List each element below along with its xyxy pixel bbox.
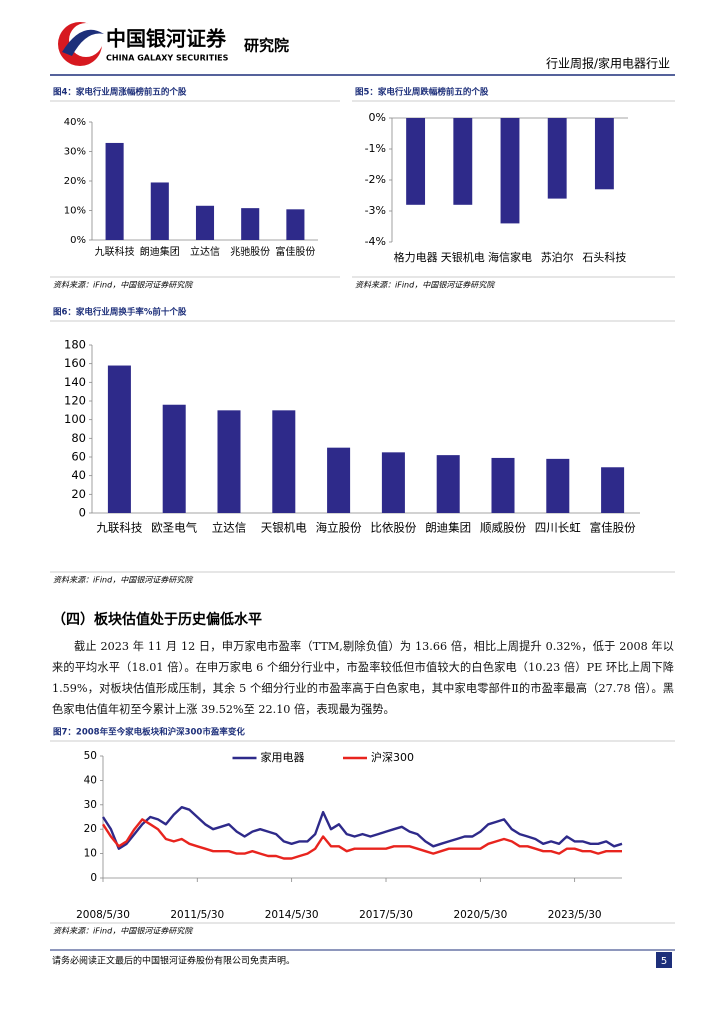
- y-tick-label: 140: [64, 375, 86, 389]
- y-tick-label: 0%: [369, 111, 386, 124]
- x-tick-label: 格力电器: [394, 250, 438, 264]
- y-tick-label: 0: [79, 506, 86, 520]
- y-tick-label: 10%: [64, 206, 86, 217]
- y-tick-label: 50: [84, 750, 97, 762]
- legend-label: 沪深300: [371, 750, 414, 764]
- x-tick-label: 富佳股份: [275, 245, 315, 258]
- y-tick-label: 120: [64, 394, 86, 408]
- figure-caption: 图5：家电行业周跌幅榜前五的个股: [355, 87, 489, 98]
- figure-caption: 图4：家电行业周涨幅榜前五的个股: [53, 87, 187, 98]
- bar: [195, 205, 215, 240]
- y-tick-label: 20: [71, 487, 86, 501]
- x-tick-label: 天银机电: [441, 250, 485, 264]
- bar: [601, 467, 625, 513]
- page-number: 5: [661, 956, 667, 967]
- bar: [500, 118, 520, 224]
- y-tick-label: 100: [64, 412, 86, 426]
- figure-caption: 图7：2008年至今家电板块和沪深300市盈率变化: [53, 727, 245, 738]
- report-type: 行业周报/家用电器行业: [546, 56, 670, 71]
- y-tick-label: 160: [64, 356, 86, 370]
- bar: [381, 452, 405, 513]
- disclaimer: 请务必阅读正文最后的中国银河证券股份有限公司免责声明。: [52, 955, 295, 967]
- bar: [286, 209, 305, 240]
- y-tick-label: 180: [64, 338, 86, 352]
- y-tick-label: -3%: [365, 204, 386, 217]
- x-tick-label: 苏泊尔: [541, 251, 574, 264]
- bar: [491, 457, 515, 513]
- y-tick-label: -4%: [365, 235, 386, 248]
- y-tick-label: 40: [71, 468, 86, 482]
- line-series: [101, 818, 622, 860]
- x-tick-label: 立达信: [212, 521, 247, 535]
- y-tick-label: -1%: [365, 142, 386, 155]
- x-tick-label: 九联科技: [96, 521, 142, 535]
- figure-source: 资料来源：iFind，中国银河证券研究院: [53, 281, 194, 290]
- institute: 研究院: [244, 37, 289, 55]
- figure-source: 资料来源：iFind，中国银河证券研究院: [53, 927, 194, 936]
- y-tick-label: 0: [90, 872, 97, 884]
- y-tick-label: 20: [84, 823, 97, 835]
- x-tick-label: 顺威股份: [480, 521, 526, 535]
- y-tick-label: 0%: [70, 235, 86, 246]
- figure-source: 资料来源：iFind，中国银河证券研究院: [53, 576, 194, 585]
- figure-caption: 图6：家电行业周换手率%前十个股: [53, 307, 187, 318]
- bar: [241, 208, 260, 240]
- x-tick-label: 石头科技: [582, 250, 626, 264]
- y-tick-label: 80: [71, 431, 86, 445]
- x-tick-label: 欧圣电气: [151, 521, 197, 535]
- y-tick-label: 10: [84, 848, 97, 860]
- bar: [547, 118, 567, 199]
- x-tick-label: 2011/5/30: [170, 909, 224, 921]
- x-tick-label: 2023/5/30: [548, 909, 602, 921]
- x-tick-label: 富佳股份: [590, 521, 636, 535]
- logo: [58, 22, 104, 66]
- bar: [327, 447, 351, 513]
- y-tick-label: 60: [71, 450, 86, 464]
- legend-label: 家用电器: [261, 750, 305, 764]
- figure-source: 资料来源：iFind，中国银河证券研究院: [355, 281, 496, 290]
- bar: [105, 142, 124, 240]
- x-tick-label: 比依股份: [370, 521, 416, 535]
- bar: [162, 404, 186, 513]
- x-tick-label: 兆驰股份: [230, 245, 270, 258]
- y-tick-label: 40: [84, 774, 97, 786]
- y-tick-label: -2%: [365, 173, 386, 186]
- bar: [107, 365, 131, 513]
- x-tick-label: 海立股份: [316, 521, 362, 535]
- page-box: [656, 952, 672, 968]
- paragraph: 截止 2023 年 11 月 12 日，申万家电市盈率（TTM,剔除负值）为 1…: [52, 640, 674, 716]
- bar: [453, 118, 473, 205]
- bar: [406, 118, 426, 205]
- y-tick-label: 40%: [64, 117, 86, 128]
- x-tick-label: 2020/5/30: [453, 909, 507, 921]
- x-tick-label: 九联科技: [95, 245, 135, 258]
- x-tick-label: 朗迪集团: [425, 521, 471, 535]
- bar: [217, 410, 241, 513]
- x-tick-label: 天银机电: [261, 521, 307, 535]
- x-tick-label: 四川长虹: [535, 521, 581, 535]
- x-tick-label: 朗迪集团: [140, 245, 180, 258]
- y-tick-label: 20%: [64, 176, 86, 187]
- bar: [150, 182, 169, 240]
- y-tick-label: 30%: [64, 147, 86, 158]
- section-heading: （四）板块估值处于历史偏低水平: [52, 611, 262, 628]
- x-tick-label: 2008/5/30: [76, 909, 130, 921]
- x-tick-label: 海信家电: [488, 250, 532, 264]
- x-tick-label: 2014/5/30: [265, 909, 319, 921]
- bar: [436, 455, 460, 513]
- logo-cn: 中国银河证券: [106, 27, 227, 51]
- logo-en: CHINA GALAXY SECURITIES: [106, 54, 229, 63]
- x-tick-label: 2017/5/30: [359, 909, 413, 921]
- bar: [594, 118, 614, 190]
- bar: [546, 458, 570, 513]
- y-tick-label: 30: [84, 799, 97, 811]
- x-tick-label: 立达信: [190, 245, 220, 258]
- line-series: [101, 806, 623, 850]
- bar: [272, 410, 296, 513]
